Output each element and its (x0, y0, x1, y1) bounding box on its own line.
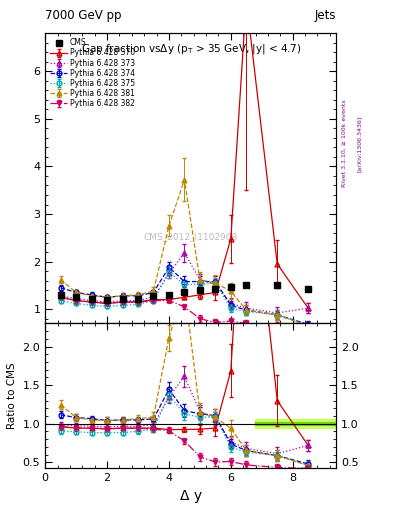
Line: CMS: CMS (57, 282, 312, 303)
CMS (89, 295, 94, 302)
CMS (228, 284, 233, 290)
CMS (167, 292, 171, 298)
CMS (213, 286, 218, 292)
CMS (275, 282, 279, 288)
CMS (198, 287, 202, 293)
CMS (74, 294, 79, 301)
CMS (120, 295, 125, 302)
CMS (151, 293, 156, 300)
Text: Rivet 3.1.10, ≥ 100k events: Rivet 3.1.10, ≥ 100k events (342, 99, 347, 187)
Text: [arXiv:1306.3436]: [arXiv:1306.3436] (357, 115, 362, 172)
CMS (136, 295, 140, 302)
CMS (105, 296, 109, 303)
CMS (58, 292, 63, 298)
Text: Jets: Jets (314, 9, 336, 22)
X-axis label: Δ y: Δ y (180, 489, 202, 503)
CMS (244, 282, 249, 288)
Text: CMS_2012_I1102908: CMS_2012_I1102908 (143, 232, 238, 241)
Legend: CMS, Pythia 6.428 370, Pythia 6.428 373, Pythia 6.428 374, Pythia 6.428 375, Pyt: CMS, Pythia 6.428 370, Pythia 6.428 373,… (47, 35, 138, 111)
Y-axis label: Ratio to CMS: Ratio to CMS (7, 362, 17, 429)
CMS (306, 286, 310, 292)
Bar (255, 419, 336, 428)
CMS (182, 289, 187, 295)
Text: 7000 GeV pp: 7000 GeV pp (45, 9, 122, 22)
Bar (255, 422, 336, 425)
Text: Gap fraction vs$\Delta$y (p$_{\rm T}$ > 35 GeV, |y| < 4.7): Gap fraction vs$\Delta$y (p$_{\rm T}$ > … (81, 42, 301, 56)
